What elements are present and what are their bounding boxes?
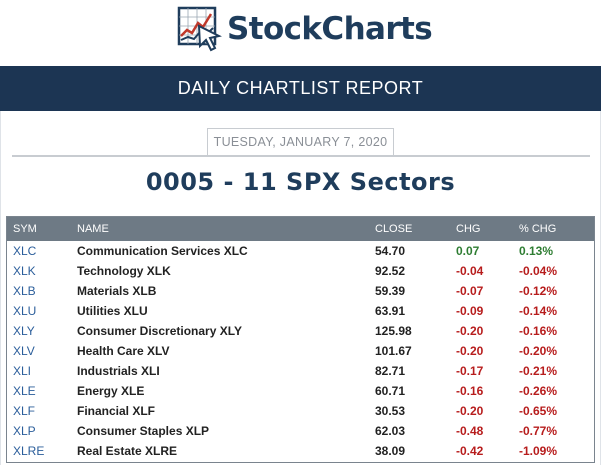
- change-value: -0.20: [456, 324, 484, 338]
- table-row: XLB Materials XLB 59.39 -0.07 -0.12%: [7, 281, 594, 301]
- logo-bar: StockCharts: [0, 0, 601, 66]
- percent-change-value: -0.26%: [519, 384, 558, 398]
- change-value: -0.04: [456, 264, 484, 278]
- change-value: -0.17: [456, 364, 484, 378]
- symbol-link[interactable]: XLB: [13, 284, 36, 298]
- change-value: -0.48: [456, 424, 484, 438]
- percent-change-value: -0.12%: [519, 284, 558, 298]
- table-header: SYM NAME CLOSE CHG % CHG: [7, 217, 594, 241]
- close-value: 125.98: [375, 324, 412, 338]
- table-row: XLV Health Care XLV 101.67 -0.20 -0.20%: [7, 341, 594, 361]
- header-pct-chg[interactable]: % CHG: [519, 223, 557, 235]
- report-banner: DAILY CHARTLIST REPORT: [0, 66, 601, 111]
- close-value: 82.71: [375, 364, 406, 378]
- symbol-link[interactable]: XLC: [13, 244, 37, 258]
- chartlist-title: 0005 - 11 SPX Sectors: [145, 168, 456, 196]
- percent-change-value: -0.77%: [519, 424, 558, 438]
- symbol-link[interactable]: XLU: [13, 304, 37, 318]
- close-value: 60.71: [375, 384, 406, 398]
- date-divider: [12, 155, 590, 157]
- header-close[interactable]: CLOSE: [375, 223, 413, 235]
- table-row: XLI Industrials XLI 82.71 -0.17 -0.21%: [7, 361, 594, 381]
- close-value: 62.03: [375, 424, 406, 438]
- change-value: -0.20: [456, 344, 484, 358]
- sector-name: Technology XLK: [77, 264, 171, 278]
- sector-name: Consumer Staples XLP: [77, 424, 210, 438]
- percent-change-value: 0.13%: [519, 244, 554, 258]
- symbol-link[interactable]: XLE: [13, 384, 36, 398]
- sector-table: SYM NAME CLOSE CHG % CHG XLC Communicatio…: [6, 216, 595, 463]
- change-value: -0.07: [456, 284, 484, 298]
- table-row: XLE Energy XLE 60.71 -0.16 -0.26%: [7, 381, 594, 401]
- symbol-link[interactable]: XLRE: [13, 444, 45, 458]
- percent-change-value: -0.21%: [519, 364, 558, 378]
- symbol-link[interactable]: XLP: [13, 424, 36, 438]
- table-row: XLY Consumer Discretionary XLY 125.98 -0.20…: [7, 321, 594, 341]
- symbol-link[interactable]: XLI: [13, 364, 32, 378]
- sector-name: Consumer Discretionary XLY: [77, 324, 242, 338]
- percent-change-value: -0.65%: [519, 404, 558, 418]
- percent-change-value: -0.14%: [519, 304, 558, 318]
- sector-name: Materials XLB: [77, 284, 157, 298]
- close-value: 59.39: [375, 284, 406, 298]
- header-sym[interactable]: SYM: [13, 223, 37, 235]
- percent-change-value: -1.09%: [519, 444, 558, 458]
- sector-name: Communication Services XLC: [77, 244, 248, 258]
- sector-name: Health Care XLV: [77, 344, 170, 358]
- stockcharts-logo[interactable]: StockCharts: [177, 5, 433, 53]
- change-value: -0.20: [456, 404, 484, 418]
- change-value: -0.09: [456, 304, 484, 318]
- close-value: 30.53: [375, 404, 406, 418]
- report-date: TUESDAY, JANUARY 7, 2020: [207, 128, 394, 155]
- close-value: 38.09: [375, 444, 406, 458]
- change-value: 0.07: [456, 244, 480, 258]
- sector-name: Financial XLF: [77, 404, 156, 418]
- close-value: 101.67: [375, 344, 412, 358]
- symbol-link[interactable]: XLK: [13, 264, 36, 278]
- sector-name: Utilities XLU: [77, 304, 148, 318]
- table-row: XLP Consumer Staples XLP 62.03 -0.48 -0.77%: [7, 421, 594, 441]
- symbol-link[interactable]: XLY: [13, 324, 35, 338]
- percent-change-value: -0.16%: [519, 324, 558, 338]
- symbol-link[interactable]: XLF: [13, 404, 36, 418]
- symbol-link[interactable]: XLV: [13, 344, 35, 358]
- banner-title: DAILY CHARTLIST REPORT: [177, 78, 424, 98]
- header-name[interactable]: NAME: [77, 223, 109, 235]
- logo-text: StockCharts: [227, 11, 433, 47]
- table-row: XLF Financial XLF 30.53 -0.20 -0.65%: [7, 401, 594, 421]
- table-row: XLC Communication Services XLC 54.70 0.07 0.…: [7, 241, 594, 261]
- close-value: 63.91: [375, 304, 406, 318]
- close-value: 92.52: [375, 264, 406, 278]
- sector-name: Real Estate XLRE: [77, 444, 178, 458]
- table-row: XLU Utilities XLU 63.91 -0.09 -0.14%: [7, 301, 594, 321]
- table-row: XLK Technology XLK 92.52 -0.04 -0.04%: [7, 261, 594, 281]
- header-chg[interactable]: CHG: [456, 223, 481, 235]
- percent-change-value: -0.04%: [519, 264, 558, 278]
- change-value: -0.42: [456, 444, 484, 458]
- close-value: 54.70: [375, 244, 406, 258]
- chart-cursor-logo-icon: [177, 6, 222, 52]
- table-row: XLRE Real Estate XLRE 38.09 -0.42 -1.09%: [7, 441, 594, 461]
- sector-name: Industrials XLI: [77, 364, 160, 378]
- sector-name: Energy XLE: [77, 384, 145, 398]
- percent-change-value: -0.20%: [519, 344, 558, 358]
- change-value: -0.16: [456, 384, 484, 398]
